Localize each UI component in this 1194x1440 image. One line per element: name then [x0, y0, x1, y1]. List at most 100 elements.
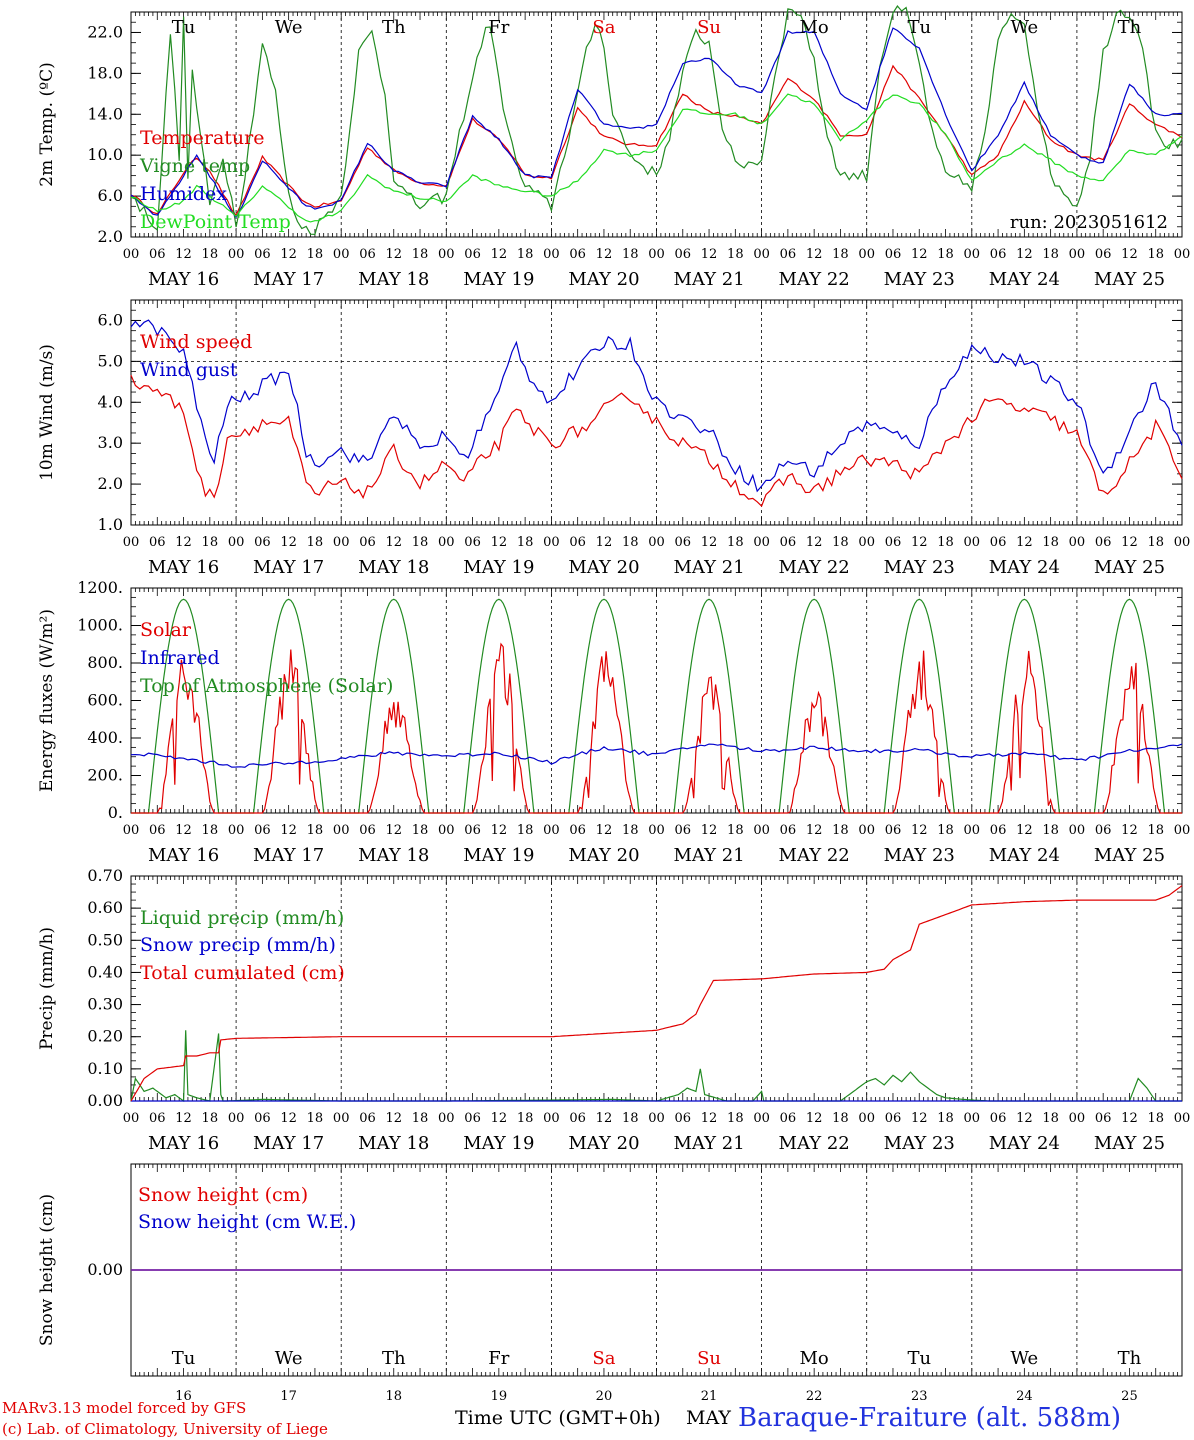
series-humidex [130, 27, 1183, 219]
x-hour-label: 18 [622, 823, 639, 838]
x-hour-label: 00 [858, 247, 875, 262]
x-hour-label: 00 [753, 823, 770, 838]
x-hour-label: 00 [964, 1111, 981, 1126]
y-tick-label: 4.0 [98, 392, 123, 411]
weekday-label: Tu [907, 17, 931, 38]
x-hour-label: 00 [228, 1111, 245, 1126]
x-hour-label: 12 [596, 1111, 613, 1126]
footer-lab-credit: (c) Lab. of Climatology, University of L… [2, 1420, 328, 1438]
series-vigne-temp [130, 4, 1183, 236]
x-hour-label: 06 [1095, 247, 1112, 262]
x-date-label: MAY 17 [253, 1133, 324, 1154]
series-solar [131, 642, 1182, 814]
x-hour-label: 18 [937, 535, 954, 550]
x-hour-label: 00 [123, 535, 140, 550]
legend-entry: Top of Atmosphere (Solar) [140, 675, 393, 697]
y-tick-label: 0.50 [87, 930, 123, 949]
x-date-label: MAY 22 [779, 845, 850, 866]
x-hour-label: 12 [280, 535, 297, 550]
x-hour-label: 18 [202, 535, 219, 550]
x-hour-label: 06 [990, 823, 1007, 838]
y-tick-label: 0.40 [87, 962, 123, 981]
x-hour-label: 06 [1095, 535, 1112, 550]
x-hour-label: 06 [675, 823, 692, 838]
x-hour-label: 06 [1095, 823, 1112, 838]
x-hour-label: 06 [569, 1111, 586, 1126]
series-total-cumulated-cm- [130, 885, 1183, 1102]
y-axis-label: 10m Wind (m/s) [37, 344, 57, 481]
x-hour-label: 12 [280, 247, 297, 262]
weekday-label: Fr [488, 17, 509, 38]
x-date-label: MAY 21 [673, 269, 744, 290]
x-hour-label: 00 [438, 823, 455, 838]
x-hour-label: 06 [149, 1111, 166, 1126]
x-hour-label: 12 [1016, 535, 1033, 550]
x-hour-label: 06 [254, 535, 271, 550]
meteogram-panels: 2.0 6.0 10.0 14.0 18.0 22.0 2m Temp. (ºC) Tempe… [37, 4, 1191, 1404]
x-hour-label: 12 [701, 1111, 718, 1126]
x-hour-label: 18 [727, 1111, 744, 1126]
x-hour-label: 12 [911, 1111, 928, 1126]
weekday-label: We [275, 1348, 303, 1369]
x-hour-label: 00 [543, 823, 560, 838]
day-number-label: 21 [701, 1389, 718, 1404]
x-hour-label: 06 [464, 247, 481, 262]
x-date-label: MAY 22 [779, 1133, 850, 1154]
x-date-label: MAY 21 [673, 557, 744, 578]
y-tick-label: 22.0 [87, 22, 123, 41]
x-hour-label: 00 [1069, 535, 1086, 550]
x-hour-label: 12 [1121, 823, 1138, 838]
x-hour-label: 06 [990, 1111, 1007, 1126]
y-tick-label: 0.30 [87, 995, 123, 1014]
x-hour-label: 12 [280, 823, 297, 838]
x-hour-label: 18 [412, 823, 429, 838]
x-hour-label: 12 [1016, 247, 1033, 262]
x-hour-label: 12 [1016, 1111, 1033, 1126]
panel-energy: 0. 200. 400. 600. 800. 1000. 1200. Energy fluxe… [37, 578, 1190, 866]
x-hour-label: 00 [333, 823, 350, 838]
x-hour-label: 00 [753, 535, 770, 550]
x-hour-label: 06 [675, 247, 692, 262]
legend-entry: Humidex [140, 183, 227, 205]
x-hour-label: 00 [964, 535, 981, 550]
x-hour-label: 18 [517, 823, 534, 838]
x-hour-label: 12 [701, 247, 718, 262]
x-hour-label: 12 [806, 535, 823, 550]
x-hour-label: 06 [1095, 1111, 1112, 1126]
weekday-label: We [275, 17, 303, 38]
x-hour-label: 06 [359, 823, 376, 838]
x-hour-label: 18 [832, 1111, 849, 1126]
day-number-label: 22 [806, 1389, 823, 1404]
x-hour-label: 12 [1121, 247, 1138, 262]
x-hour-label: 00 [123, 247, 140, 262]
footer: MARv3.13 model forced by GFS (c) Lab. of… [2, 1399, 1121, 1438]
x-date-label: MAY 17 [253, 845, 324, 866]
x-date-label: MAY 18 [358, 557, 429, 578]
y-axis-label: Precip (mm/h) [37, 927, 57, 1050]
weekday-label: Tu [172, 17, 196, 38]
x-hour-label: 06 [149, 823, 166, 838]
x-hour-label: 00 [333, 1111, 350, 1126]
x-hour-label: 12 [175, 247, 192, 262]
weekday-label: Tu [172, 1348, 196, 1369]
x-hour-label: 06 [149, 247, 166, 262]
panel-temperature: 2.0 6.0 10.0 14.0 18.0 22.0 2m Temp. (ºC) Tempe… [37, 4, 1190, 290]
x-hour-label: 12 [596, 535, 613, 550]
x-hour-label: 00 [1069, 823, 1086, 838]
x-hour-label: 12 [280, 1111, 297, 1126]
y-tick-label: 0.10 [87, 1059, 123, 1078]
legend-entry: Snow height (cm) [138, 1184, 308, 1206]
x-date-label: MAY 23 [884, 845, 955, 866]
x-hour-label: 00 [1174, 823, 1191, 838]
legend-entry: Snow precip (mm/h) [140, 934, 336, 956]
x-hour-label: 12 [175, 535, 192, 550]
x-hour-label: 00 [1174, 1111, 1191, 1126]
y-tick-label: 14.0 [87, 104, 123, 123]
y-tick-label: 0.60 [87, 898, 123, 917]
weekday-label: Th [382, 17, 406, 38]
x-hour-label: 06 [990, 247, 1007, 262]
x-date-label: MAY 19 [463, 845, 534, 866]
legend-entry: Temperature [140, 127, 264, 149]
x-date-label: MAY 16 [148, 845, 219, 866]
x-date-label: MAY 24 [989, 845, 1060, 866]
